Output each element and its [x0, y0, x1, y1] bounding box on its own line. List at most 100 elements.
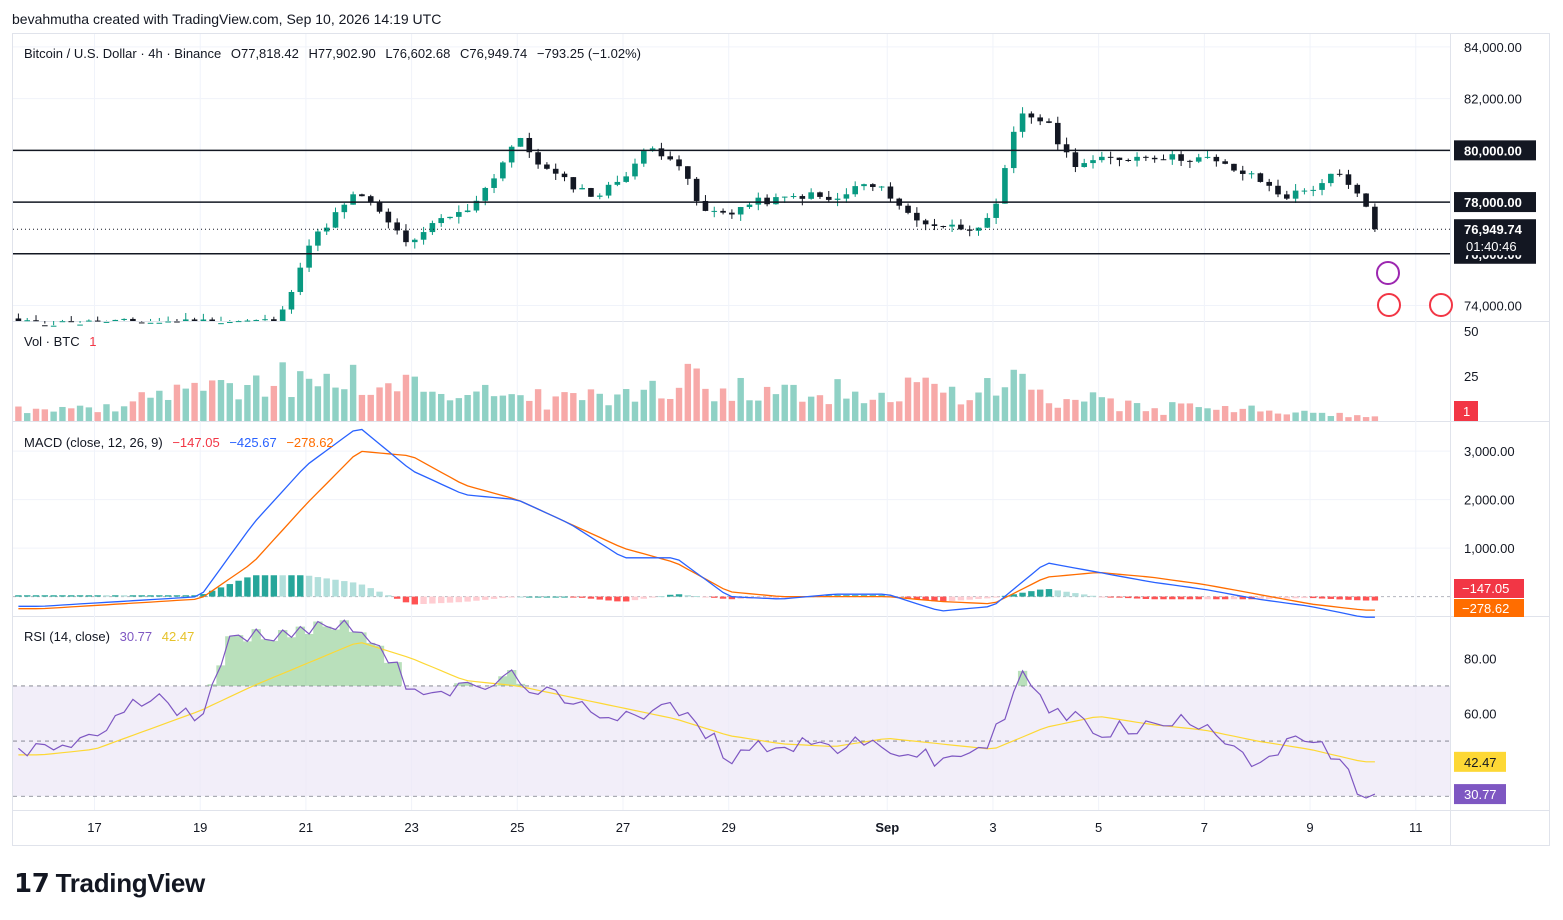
candle-body	[1336, 173, 1343, 175]
volume-bar	[1345, 417, 1352, 421]
candle	[526, 132, 533, 158]
candle	[235, 320, 242, 323]
candle-body	[121, 318, 127, 320]
candle	[1037, 114, 1043, 126]
volume-bar	[1098, 397, 1106, 421]
macd-histogram-bar	[482, 596, 489, 600]
macd-histogram-bar	[992, 596, 1000, 598]
volume-bar	[1354, 415, 1361, 421]
volume-bar	[1028, 389, 1035, 421]
time-tick-label: 21	[299, 820, 313, 835]
macd-histogram-bar	[1204, 596, 1211, 600]
volume-bar	[94, 412, 101, 421]
candle-body	[1107, 156, 1114, 158]
macd-histogram-bar	[587, 596, 595, 599]
candle-body	[808, 192, 814, 199]
candle	[438, 214, 445, 227]
candle-body	[764, 197, 770, 205]
level-tag-bg	[1454, 192, 1536, 213]
volume-bar	[332, 387, 339, 421]
volume-bar	[702, 388, 709, 421]
candle-body	[182, 319, 189, 321]
candle-body	[588, 188, 594, 197]
volume-bar	[297, 371, 304, 421]
time-tick-label: 27	[616, 820, 630, 835]
candle-body	[50, 325, 57, 327]
candle-body	[552, 168, 559, 174]
macd-histogram-bar	[984, 596, 991, 599]
volume-bar	[693, 368, 700, 421]
candle-body	[456, 212, 462, 217]
candle	[420, 226, 427, 245]
candle	[605, 181, 612, 199]
candle-body	[1116, 157, 1123, 161]
economic-event-icons	[1376, 261, 1453, 317]
volume-bar	[851, 391, 859, 421]
candle-body	[174, 321, 180, 323]
candle	[544, 162, 550, 170]
candle	[200, 313, 207, 321]
volume-bar	[1019, 373, 1026, 421]
volume-bar	[1151, 408, 1158, 421]
candle-body	[746, 204, 753, 208]
macd-histogram-bar	[59, 595, 66, 597]
macd-histogram-bar	[314, 577, 322, 597]
volume-bar	[270, 385, 278, 421]
macd-histogram-bar	[305, 575, 313, 597]
candle-body	[825, 196, 832, 200]
volume-bar	[358, 394, 366, 421]
candle	[394, 218, 400, 235]
grid-lines	[94, 34, 1417, 810]
candle	[1072, 148, 1079, 173]
volume-label[interactable]: Vol · BTC	[24, 334, 80, 349]
volume-bar	[68, 408, 75, 421]
rsi-label[interactable]: RSI (14, close)	[24, 629, 110, 644]
volume-bar	[208, 380, 216, 421]
candle	[1116, 157, 1123, 167]
volume-bar	[156, 390, 163, 421]
volume-bar	[32, 408, 40, 421]
volume-bar	[843, 398, 850, 421]
candle-body	[799, 196, 806, 199]
candle	[596, 193, 603, 200]
volume-tick-label: 25	[1464, 369, 1478, 384]
macd-histogram-bar	[605, 596, 612, 601]
symbol-name[interactable]: Bitcoin / U.S. Dollar · 4h · Binance	[24, 46, 222, 61]
candle-body	[596, 195, 603, 197]
tradingview-logo[interactable]: 𝟭𝟳 TradingView	[14, 868, 205, 899]
macd-label[interactable]: MACD (close, 12, 26, 9)	[24, 435, 163, 450]
macd-hist-tag-label: −147.05	[1462, 581, 1509, 596]
candle	[244, 319, 251, 322]
macd-histogram-bar	[208, 590, 216, 597]
candle	[332, 207, 339, 229]
candle-body	[544, 164, 550, 169]
candle	[297, 262, 304, 296]
macd-histogram-bar	[1310, 596, 1317, 599]
volume-bars	[15, 362, 1379, 421]
volume-bar	[217, 380, 225, 421]
candle	[262, 314, 268, 321]
candle	[1319, 179, 1325, 196]
macd-histogram-bar	[1107, 596, 1114, 598]
volume-bar	[1265, 410, 1273, 421]
volume-bar	[896, 401, 903, 421]
candle	[614, 175, 621, 187]
volume-bar	[120, 406, 128, 421]
candle-body	[42, 325, 48, 327]
macd-histogram-bar	[684, 595, 692, 597]
lightning-event-icon	[1376, 261, 1400, 285]
macd-histogram-bar	[860, 595, 868, 597]
volume-legend: Vol · BTC 1	[24, 334, 102, 349]
candle	[817, 191, 823, 199]
volume-bar	[975, 392, 982, 421]
macd-histogram-bar	[658, 596, 665, 598]
time-tick-label: 25	[510, 820, 524, 835]
candle	[984, 213, 991, 229]
macd-hist-value: −147.05	[172, 435, 220, 450]
candle	[218, 316, 224, 325]
macd-histogram-bar	[1054, 590, 1061, 597]
candle-body	[975, 227, 982, 231]
candle-body	[1213, 156, 1220, 162]
macd-histogram-bar	[112, 595, 119, 597]
